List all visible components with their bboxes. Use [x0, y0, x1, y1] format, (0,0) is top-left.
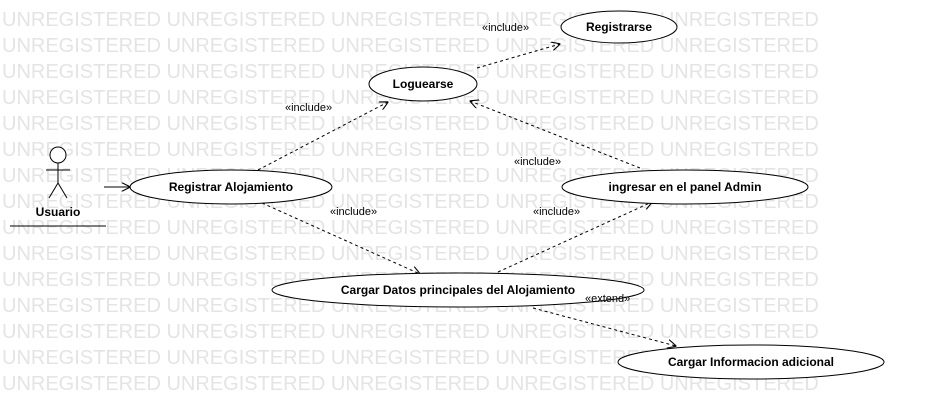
- use-case-cargar-datos[interactable]: Cargar Datos principales del Alojamiento: [271, 272, 645, 308]
- use-case-label: Loguearse: [393, 77, 454, 91]
- include-admin-login: [470, 101, 641, 169]
- use-case-shape: [560, 10, 678, 44]
- use-case-shape: [129, 169, 333, 205]
- use-case-panel-admin[interactable]: ingresar en el panel Admin: [561, 169, 809, 205]
- use-case-label: Registrar Alojamiento: [169, 180, 293, 194]
- actor-label: Usuario: [36, 205, 81, 219]
- watermark-row: UNREGISTERED UNREGISTERED UNREGISTERED U…: [2, 35, 819, 57]
- label-include-registrar-login: «include»: [285, 102, 332, 114]
- watermark-row: UNREGISTERED UNREGISTERED UNREGISTERED U…: [2, 139, 819, 161]
- use-case-label: ingresar en el panel Admin: [609, 180, 762, 194]
- actor-right-leg: [57, 182, 68, 199]
- use-case-label: Registrarse: [586, 20, 652, 34]
- watermark-row: UNREGISTERED UNREGISTERED UNREGISTERED U…: [2, 347, 819, 369]
- label-include-cargar-admin: «include»: [533, 206, 580, 218]
- actor-left-leg: [48, 182, 59, 199]
- use-case-label: Cargar Informacion adicional: [668, 355, 834, 369]
- include-registrar-login: [257, 102, 388, 171]
- watermark-row: UNREGISTERED UNREGISTERED UNREGISTERED U…: [2, 217, 819, 239]
- label-include-admin-login: «include»: [514, 156, 561, 168]
- use-case-shape: [617, 344, 885, 380]
- use-case-shape: [271, 272, 645, 308]
- actor-usuario[interactable]: Usuario: [36, 146, 81, 219]
- use-case-shape: [561, 169, 809, 205]
- use-case-cargar-info[interactable]: Cargar Informacion adicional: [617, 344, 885, 380]
- watermark-row: UNREGISTERED UNREGISTERED UNREGISTERED U…: [2, 321, 819, 343]
- include-login-registrarse: [476, 44, 560, 69]
- actor-head: [49, 146, 67, 164]
- watermark-row: UNREGISTERED UNREGISTERED UNREGISTERED U…: [2, 113, 819, 135]
- watermark-row: UNREGISTERED UNREGISTERED UNREGISTERED U…: [2, 373, 819, 395]
- use-case-shape: [368, 66, 478, 102]
- watermark-row: UNREGISTERED UNREGISTERED UNREGISTERED U…: [2, 243, 819, 265]
- label-include-login-registrarse: «include»: [482, 22, 529, 34]
- use-case-label: Cargar Datos principales del Alojamiento: [341, 283, 575, 297]
- use-case-loguearse[interactable]: Loguearse: [368, 66, 478, 102]
- use-case-registrarse[interactable]: Registrarse: [560, 10, 678, 44]
- use-case-registrar-alojamiento[interactable]: Registrar Alojamiento: [129, 169, 333, 205]
- include-cargar-admin: [497, 202, 652, 273]
- include-registrar-cargar: [261, 202, 420, 274]
- watermark-row: UNREGISTERED UNREGISTERED UNREGISTERED U…: [2, 9, 819, 31]
- extend-cargar-info: [532, 307, 676, 346]
- label-extend-cargar-info: «extend»: [585, 293, 630, 305]
- label-include-registrar-cargar: «include»: [330, 206, 377, 218]
